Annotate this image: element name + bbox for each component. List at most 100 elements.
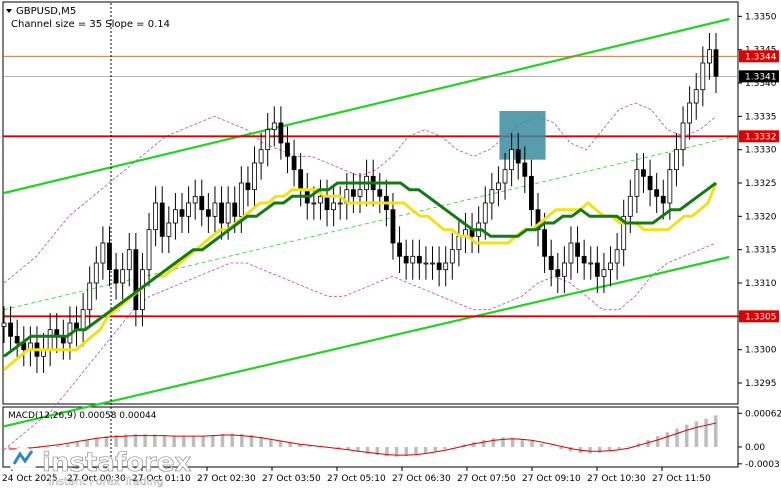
macd-histogram-bar: [191, 436, 196, 447]
candle-body: [674, 149, 679, 171]
time-tick-label: 27 Oct 01:10: [132, 474, 191, 484]
macd-histogram-bar: [433, 446, 438, 452]
logo-tagline: Instant Forex Trading: [48, 475, 164, 488]
price-tick-label: 1.3295: [745, 379, 777, 389]
macd-histogram-bar: [472, 442, 476, 447]
macd-histogram-bar: [288, 442, 292, 447]
price-tags: 1.3344 1.3341 1.3332 1.3305: [739, 50, 779, 323]
candle-body: [14, 335, 20, 344]
time-tick-label: 27 Oct 09:10: [522, 474, 581, 484]
candle-body: [153, 202, 159, 231]
macd-histogram-bar: [211, 435, 215, 447]
macd-histogram-bar: [162, 435, 167, 447]
candle-body: [397, 242, 402, 257]
entry-zone: [499, 111, 546, 160]
candle-body: [568, 242, 574, 264]
candle-body: [430, 262, 435, 265]
macd-histogram-bar: [568, 446, 573, 452]
candle-body: [707, 49, 712, 64]
candle-body: [456, 235, 462, 251]
candle-body: [502, 169, 508, 184]
macd-tick-label: 0.00: [745, 443, 765, 453]
candle-body: [205, 209, 211, 217]
time-tick-label: 27 Oct 10:30: [587, 474, 646, 484]
price-tick-label: 1.3315: [745, 246, 777, 256]
candle-body: [1, 322, 7, 327]
macd-histogram-bar: [172, 435, 176, 447]
candle-body: [351, 189, 356, 197]
macd-histogram-bar: [365, 446, 370, 454]
macd-histogram-bar: [95, 437, 99, 447]
dropdown-arrow-icon[interactable]: [6, 9, 12, 13]
candle-body: [265, 129, 271, 151]
candle-body: [199, 195, 205, 211]
candle-body: [126, 249, 132, 271]
candle-body: [258, 149, 264, 164]
macd-histogram-bar: [259, 436, 263, 447]
macd-histogram-bar: [443, 446, 447, 450]
price-tick-label: 1.3325: [745, 179, 777, 189]
candle-body: [219, 202, 224, 224]
candle-body: [107, 242, 112, 271]
time-tick-label: 27 Oct 02:30: [197, 474, 256, 484]
channel-upper-line: [3, 17, 730, 195]
candle-body: [489, 189, 495, 204]
channel-mid-line: [3, 137, 730, 311]
macd-histogram-bar: [481, 439, 486, 447]
price-tag-label: 1.3344: [745, 52, 777, 62]
candle-body: [647, 175, 653, 191]
candle-body: [621, 215, 627, 251]
macd-histogram-bar: [530, 440, 534, 447]
price-tag-box: [739, 70, 779, 83]
macd-title: MACD(12,26,9) 0.00058 0.00044: [8, 411, 157, 421]
time-tick-label: 27 Oct 06:30: [392, 474, 451, 484]
candle-body: [548, 255, 554, 271]
candle-body: [324, 195, 330, 211]
ma-fast-line: [3, 182, 718, 371]
candle-body: [496, 182, 501, 191]
ma-slow-line: [3, 181, 717, 358]
time-tick-label: 27 Oct 03:50: [262, 474, 321, 484]
macd-histogram-bar: [375, 446, 380, 456]
macd-histogram-bar: [66, 444, 70, 447]
price-tag-label: 1.3341: [745, 72, 777, 82]
macd-indicator: MACD(12,26,9) 0.00058 0.00044: [8, 411, 718, 457]
candle-body: [318, 195, 323, 204]
channel-lower-line: [3, 255, 730, 428]
candle-body: [232, 202, 238, 217]
candle-body: [416, 255, 422, 264]
macd-histogram-bar: [655, 436, 660, 447]
macd-histogram-bar: [153, 434, 157, 447]
macd-histogram-bar: [394, 446, 399, 457]
macd-histogram-bar: [588, 446, 592, 454]
macd-histogram-bar: [182, 436, 186, 447]
candle-body: [700, 62, 706, 91]
candle-body: [436, 262, 442, 271]
candle-body: [212, 202, 218, 217]
candle-body: [331, 202, 337, 211]
logo-icon: [9, 447, 37, 475]
macd-histogram-bar: [414, 446, 418, 456]
candle-body: [482, 202, 488, 224]
horizontal-levels: [3, 55, 738, 318]
macd-histogram-bar: [8, 446, 12, 450]
candle-body: [8, 322, 13, 337]
price-tick-label: 1.3350: [745, 12, 777, 22]
candle-body: [225, 202, 231, 224]
macd-histogram-bar: [201, 436, 205, 447]
macd-histogram-bar: [559, 446, 563, 450]
candle-body: [311, 202, 317, 205]
candle-body: [509, 149, 515, 171]
candle-body: [179, 209, 185, 217]
candle-body: [337, 202, 343, 205]
candle-body: [252, 162, 257, 191]
candle-body: [693, 89, 699, 104]
zone-rect: [499, 111, 546, 160]
macd-histogram-bar: [46, 446, 51, 448]
price-tag-box: [739, 130, 779, 143]
macd-histogram-bar: [626, 446, 631, 447]
price-tick-label: 1.3310: [745, 279, 777, 289]
chart-subtitle: Channel size = 35 Slope = 0.14: [11, 19, 170, 30]
price-tick-label: 1.3300: [745, 346, 777, 356]
